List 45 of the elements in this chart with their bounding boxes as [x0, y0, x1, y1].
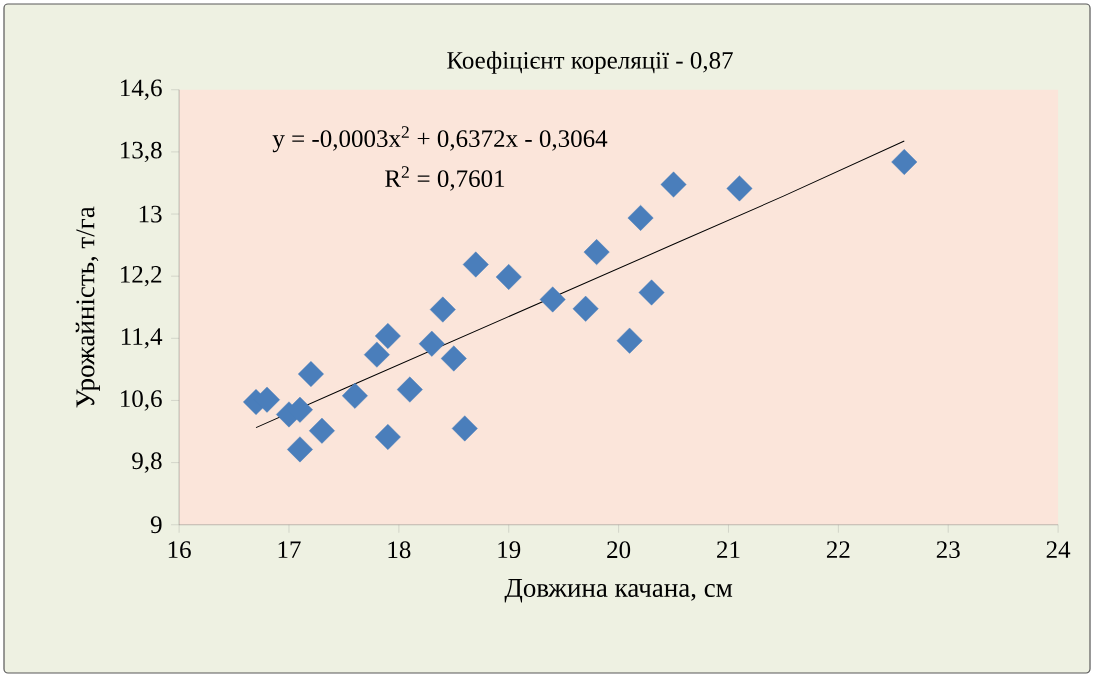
x-tick-label: 19: [498, 541, 521, 559]
point: [418, 330, 445, 357]
y-tick-label: 12,2: [121, 265, 162, 287]
point: [583, 239, 610, 266]
point: [891, 149, 918, 175]
point: [298, 361, 324, 387]
point: [638, 279, 665, 306]
x-tick-label: 22: [826, 541, 850, 558]
annotation: R$^{2}$ = 0,7601: [385, 166, 505, 191]
x-axis-title: Довжина качана, см: [504, 579, 733, 603]
y-tick-label: 10,6: [121, 390, 162, 411]
annotation: y = -0,0003x$^{2}$ + 0,6372x - 0,3064: [272, 126, 608, 153]
point: [616, 327, 643, 354]
x-tick-label: 20: [607, 541, 631, 559]
x-tick-label: 16: [168, 541, 191, 559]
y-axis-title: Урожайність, т/га: [75, 206, 100, 408]
point: [572, 295, 599, 322]
x-tick-label: 17: [278, 541, 301, 558]
y-tick-label: 11,4: [121, 328, 163, 349]
point: [396, 376, 423, 403]
point: [374, 323, 401, 349]
y-tick-label: 9,8: [132, 452, 162, 473]
x-tick-label: 21: [717, 541, 740, 558]
point: [660, 171, 687, 198]
y-tick-label: 13,8: [121, 141, 162, 163]
y-tick-label: 13: [139, 205, 162, 223]
point: [495, 264, 522, 290]
point: [341, 382, 368, 409]
point: [309, 417, 335, 444]
point: [451, 415, 478, 442]
point: [429, 296, 456, 323]
x-tick-label: 23: [936, 541, 960, 559]
point: [539, 286, 566, 313]
point: [374, 424, 401, 450]
point: [462, 251, 489, 278]
point: [287, 436, 313, 463]
point: [363, 341, 390, 368]
point: [726, 175, 753, 202]
point: [440, 345, 467, 372]
text: Коефіцієнт кореляції - 0,87: [447, 51, 733, 74]
x-tick-label: 24: [1046, 541, 1071, 558]
y-tick-label: 9: [150, 516, 162, 534]
y-tick-label: 14,6: [121, 79, 162, 100]
point: [627, 204, 654, 231]
x-tick-label: 18: [388, 541, 411, 559]
